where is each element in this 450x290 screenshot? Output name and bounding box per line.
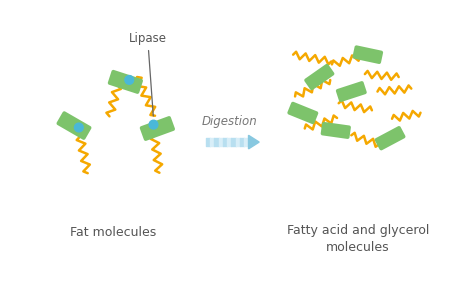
FancyBboxPatch shape bbox=[321, 122, 351, 139]
Circle shape bbox=[125, 76, 134, 84]
Text: Lipase: Lipase bbox=[129, 32, 166, 116]
FancyBboxPatch shape bbox=[56, 111, 91, 140]
FancyBboxPatch shape bbox=[287, 102, 318, 124]
Text: Fatty acid and glycerol
molecules: Fatty acid and glycerol molecules bbox=[287, 224, 429, 254]
Circle shape bbox=[149, 120, 158, 129]
FancyBboxPatch shape bbox=[304, 64, 334, 90]
Text: Digestion: Digestion bbox=[201, 115, 257, 128]
Circle shape bbox=[74, 123, 83, 132]
Text: Fat molecules: Fat molecules bbox=[70, 226, 156, 239]
FancyBboxPatch shape bbox=[375, 126, 405, 151]
FancyBboxPatch shape bbox=[108, 70, 143, 94]
FancyBboxPatch shape bbox=[140, 116, 175, 141]
FancyBboxPatch shape bbox=[352, 45, 383, 64]
Polygon shape bbox=[248, 135, 259, 149]
FancyBboxPatch shape bbox=[336, 81, 367, 102]
